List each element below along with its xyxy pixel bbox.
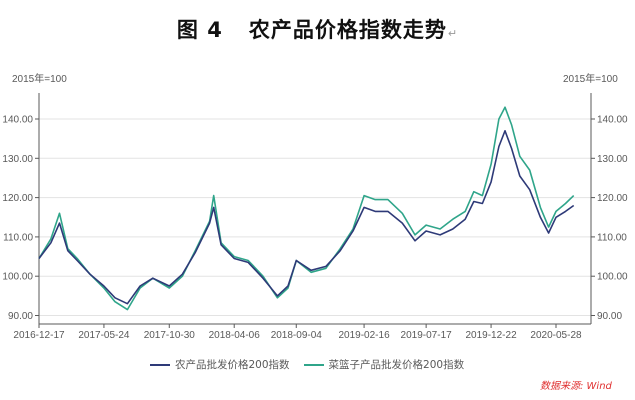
chart-title: 图 4 农产品价格指数走势↵ [0, 14, 635, 44]
legend-swatch-series1 [150, 363, 170, 366]
left-y-axis-labels: 90.00 100.00 110.00 120.00 130.00 140.00 [2, 115, 33, 323]
svg-text:140.00: 140.00 [2, 115, 33, 126]
data-source: 数据来源: Wind [540, 381, 612, 392]
svg-text:130.00: 130.00 [2, 154, 33, 165]
svg-text:2020-05-28: 2020-05-28 [530, 330, 582, 341]
figure-number: 图 4 [176, 18, 223, 42]
svg-text:2016-12-17: 2016-12-17 [13, 330, 65, 341]
right-axis-unit: 2015年=100 [563, 74, 618, 85]
series-lines [38, 106, 575, 311]
x-axis-labels: 2016-12-17 2017-05-24 2017-10-30 2018-04-06… [13, 330, 582, 341]
right-y-axis-labels: 90.00 100.00 110.00 120.00 130.00 140.00 [597, 115, 628, 323]
figure-title-text: 农产品价格指数走势 [248, 18, 447, 42]
svg-text:120.00: 120.00 [597, 193, 628, 204]
legend-swatch-series2 [303, 363, 324, 366]
legend: 农产品批发价格200指数 菜篮子产品批发价格200指数 [150, 357, 464, 372]
svg-text:110.00: 110.00 [597, 232, 627, 243]
svg-text:2018-04-06: 2018-04-06 [209, 330, 261, 341]
svg-text:2019-12-22: 2019-12-22 [465, 330, 517, 341]
svg-text:140.00: 140.00 [597, 115, 628, 126]
svg-text:110.00: 110.00 [3, 232, 33, 243]
svg-text:2019-07-17: 2019-07-17 [401, 330, 453, 341]
svg-text:120.00: 120.00 [2, 193, 33, 204]
svg-text:2018-09-04: 2018-09-04 [271, 330, 323, 341]
svg-text:100.00: 100.00 [597, 272, 628, 283]
svg-text:90.00: 90.00 [597, 311, 622, 322]
svg-text:2017-10-30: 2017-10-30 [144, 330, 196, 341]
svg-text:90.00: 90.00 [8, 311, 33, 322]
gridlines [39, 118, 591, 316]
legend-label-series1: 农产品批发价格200指数 [175, 359, 290, 371]
svg-text:2017-05-24: 2017-05-24 [78, 330, 130, 341]
legend-label-series2: 菜篮子产品批发价格200指数 [328, 359, 465, 371]
legend-item-series2[interactable]: 菜篮子产品批发价格200指数 [303, 357, 465, 372]
svg-text:2019-02-16: 2019-02-16 [338, 330, 390, 341]
svg-text:130.00: 130.00 [597, 154, 628, 165]
left-axis-unit: 2015年=100 [12, 74, 67, 85]
return-mark-icon: ↵ [447, 27, 459, 40]
axes [35, 93, 595, 328]
svg-text:100.00: 100.00 [2, 272, 33, 283]
legend-item-series1[interactable]: 农产品批发价格200指数 [150, 357, 290, 372]
